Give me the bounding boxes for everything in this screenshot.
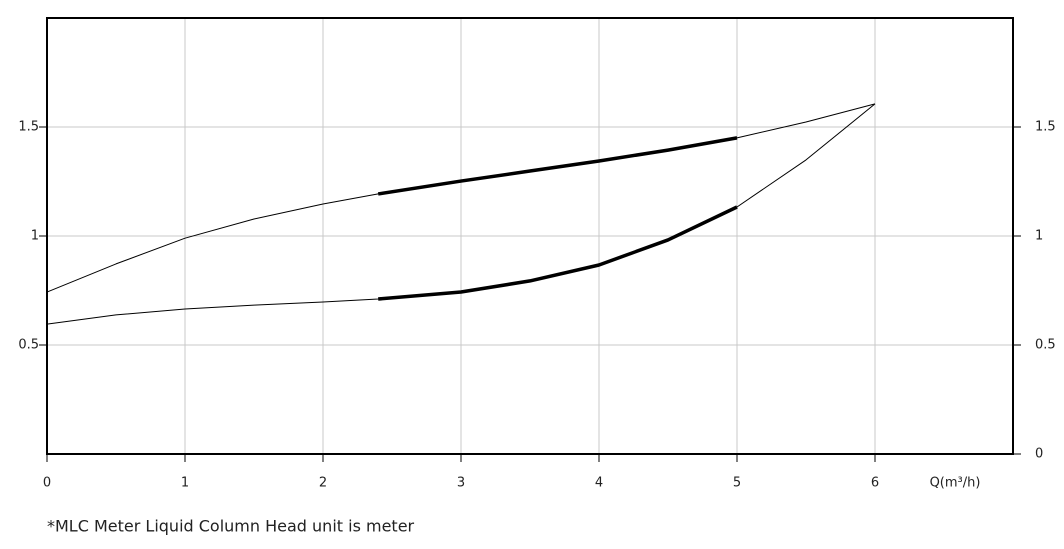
- x-tick-label: 5: [733, 476, 741, 491]
- x-tick-label: 3: [457, 476, 465, 491]
- x-tick-label: 2: [319, 476, 327, 491]
- y-tick-label: 0.5: [18, 338, 39, 353]
- x-tick-label: 6: [871, 476, 879, 491]
- curve: [378, 205, 738, 301]
- y-tick-label: 1.5: [18, 120, 39, 135]
- curve: [377, 136, 738, 196]
- plot-frame: [46, 17, 1014, 455]
- y2-tick-label: 1.5: [1035, 120, 1056, 135]
- x-tick-label: 4: [595, 476, 603, 491]
- y-tick-label: 1: [31, 229, 39, 244]
- x-tick-label: 0: [43, 476, 51, 491]
- x-axis-label: Q(m³/h): [930, 476, 981, 491]
- footnote: *MLC Meter Liquid Column Head unit is me…: [47, 517, 415, 536]
- y2-tick-label: 0: [1035, 447, 1043, 462]
- y2-tick-label: 1: [1035, 229, 1043, 244]
- x-tick-label: 1: [181, 476, 189, 491]
- y2-tick-label: 0.5: [1035, 338, 1056, 353]
